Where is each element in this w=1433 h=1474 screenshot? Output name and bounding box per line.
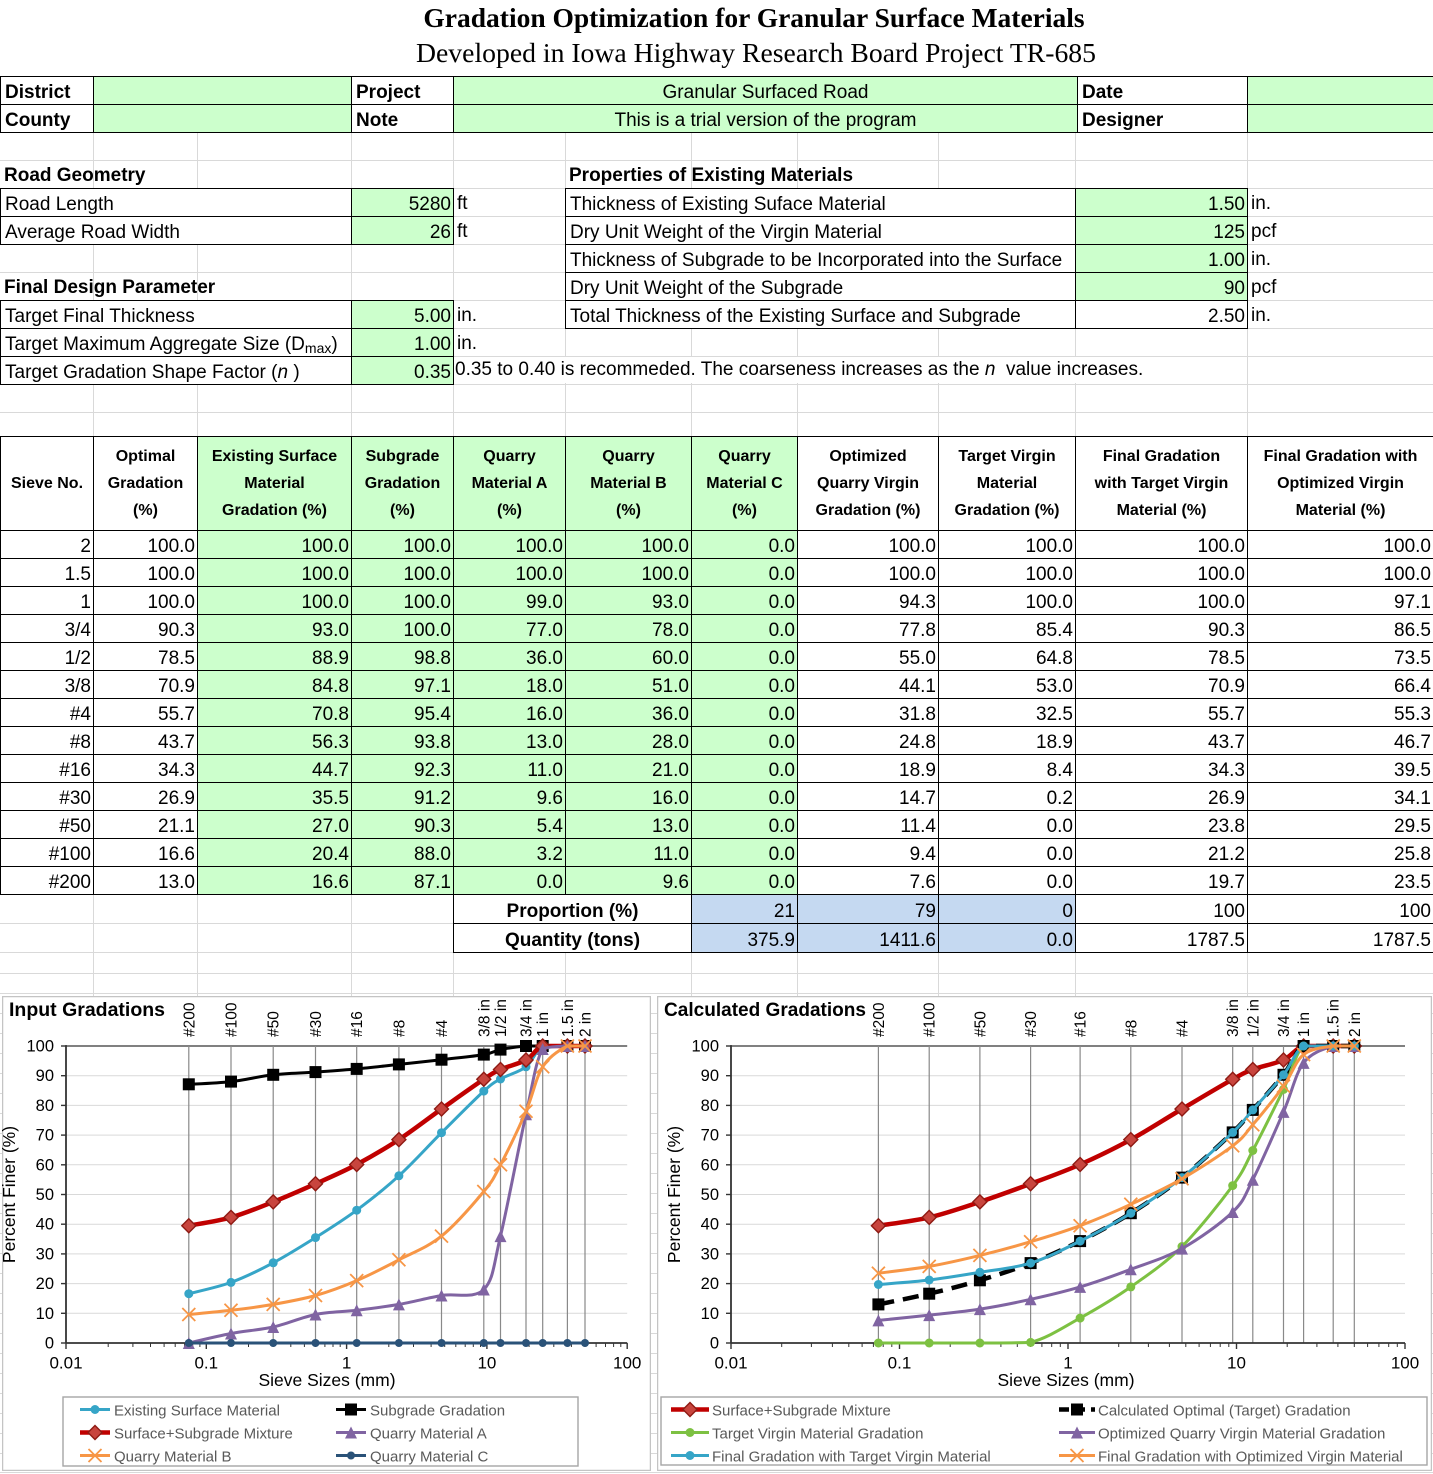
svg-text:#4: #4	[1175, 1019, 1192, 1037]
svg-text:40: 40	[36, 1216, 54, 1234]
svg-text:10: 10	[701, 1305, 719, 1323]
svg-text:Optimized Quarry Virgin Materi: Optimized Quarry Virgin Material Gradati…	[1098, 1426, 1385, 1443]
svg-text:20: 20	[36, 1275, 54, 1293]
svg-text:0.1: 0.1	[888, 1354, 912, 1373]
svg-text:Subgrade Gradation: Subgrade Gradation	[370, 1403, 505, 1420]
svg-text:100: 100	[613, 1354, 641, 1373]
svg-text:70: 70	[701, 1127, 719, 1145]
svg-text:70: 70	[36, 1127, 54, 1145]
svg-text:30: 30	[701, 1245, 719, 1263]
svg-text:Sieve Sizes (mm): Sieve Sizes (mm)	[258, 1370, 395, 1390]
svg-text:1/2 in: 1/2 in	[1245, 999, 1262, 1037]
svg-text:Final Gradation with Target Vi: Final Gradation with Target Virgin Mater…	[712, 1449, 991, 1466]
svg-text:80: 80	[701, 1097, 719, 1115]
svg-text:3/8 in: 3/8 in	[476, 999, 493, 1037]
svg-text:1: 1	[342, 1354, 351, 1373]
svg-text:40: 40	[701, 1216, 719, 1234]
svg-text:10: 10	[1227, 1354, 1246, 1373]
svg-text:#50: #50	[266, 1011, 283, 1037]
svg-text:#200: #200	[181, 1002, 198, 1037]
svg-text:2 in: 2 in	[1347, 1012, 1364, 1037]
svg-text:10: 10	[477, 1354, 496, 1373]
svg-text:1/2 in: 1/2 in	[493, 999, 510, 1037]
svg-text:2 in: 2 in	[578, 1012, 595, 1037]
svg-text:20: 20	[701, 1275, 719, 1293]
svg-text:Existing Surface Material: Existing Surface Material	[114, 1403, 280, 1420]
svg-text:Target Virgin Material Gradati: Target Virgin Material Gradation	[712, 1426, 924, 1443]
svg-text:3/4 in: 3/4 in	[519, 999, 536, 1037]
svg-text:3/4 in: 3/4 in	[1276, 999, 1293, 1037]
svg-text:0: 0	[710, 1335, 719, 1353]
svg-text:100: 100	[1391, 1354, 1419, 1373]
svg-text:60: 60	[36, 1156, 54, 1174]
svg-text:Surface+Subgrade Mixture: Surface+Subgrade Mixture	[712, 1403, 891, 1420]
svg-text:1 in: 1 in	[1296, 1012, 1313, 1037]
svg-text:90: 90	[701, 1067, 719, 1085]
svg-text:Calculated Gradations: Calculated Gradations	[664, 1000, 866, 1021]
svg-text:60: 60	[701, 1156, 719, 1174]
svg-text:Surface+Subgrade Mixture: Surface+Subgrade Mixture	[114, 1426, 293, 1443]
svg-text:50: 50	[36, 1186, 54, 1204]
svg-text:#16: #16	[349, 1011, 366, 1037]
svg-text:1.5 in: 1.5 in	[560, 999, 577, 1037]
svg-text:3/8 in: 3/8 in	[1225, 999, 1242, 1037]
svg-text:90: 90	[36, 1067, 54, 1085]
svg-text:1.5 in: 1.5 in	[1326, 999, 1343, 1037]
svg-text:#8: #8	[391, 1020, 408, 1037]
svg-text:50: 50	[701, 1186, 719, 1204]
svg-text:1 in: 1 in	[535, 1012, 552, 1037]
svg-text:#8: #8	[1123, 1020, 1140, 1037]
svg-text:#16: #16	[1073, 1011, 1090, 1037]
svg-text:0.01: 0.01	[714, 1354, 747, 1373]
svg-text:80: 80	[36, 1097, 54, 1115]
svg-text:#30: #30	[308, 1011, 325, 1037]
svg-text:30: 30	[36, 1245, 54, 1263]
svg-text:100: 100	[691, 1038, 719, 1056]
svg-text:0: 0	[45, 1335, 54, 1353]
svg-text:#4: #4	[434, 1019, 451, 1037]
svg-text:Final Gradation with Optimized: Final Gradation with Optimized Virgin Ma…	[1098, 1449, 1403, 1466]
svg-text:Percent Finer (%): Percent Finer (%)	[664, 1126, 684, 1263]
svg-text:10: 10	[36, 1305, 54, 1323]
svg-text:#100: #100	[224, 1002, 241, 1037]
svg-text:#100: #100	[922, 1002, 939, 1037]
svg-text:#30: #30	[1023, 1011, 1040, 1037]
svg-text:#50: #50	[972, 1011, 989, 1037]
svg-text:0.1: 0.1	[194, 1354, 218, 1373]
svg-text:Quarry Material A: Quarry Material A	[370, 1426, 487, 1443]
svg-text:Percent Finer (%): Percent Finer (%)	[2, 1126, 19, 1263]
svg-text:Sieve Sizes (mm): Sieve Sizes (mm)	[997, 1370, 1134, 1390]
svg-text:Quarry Material C: Quarry Material C	[370, 1449, 489, 1466]
svg-text:Quarry Material B: Quarry Material B	[114, 1449, 232, 1466]
svg-text:#200: #200	[871, 1002, 888, 1037]
svg-text:1: 1	[1063, 1354, 1072, 1373]
svg-text:Calculated Optimal (Target) Gr: Calculated Optimal (Target) Gradation	[1098, 1403, 1351, 1420]
svg-text:100: 100	[26, 1038, 54, 1056]
svg-text:Input Gradations: Input Gradations	[9, 1000, 165, 1021]
svg-text:0.01: 0.01	[49, 1354, 82, 1373]
